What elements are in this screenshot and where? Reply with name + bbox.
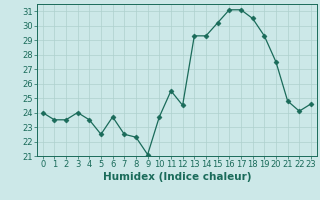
X-axis label: Humidex (Indice chaleur): Humidex (Indice chaleur) bbox=[102, 172, 251, 182]
